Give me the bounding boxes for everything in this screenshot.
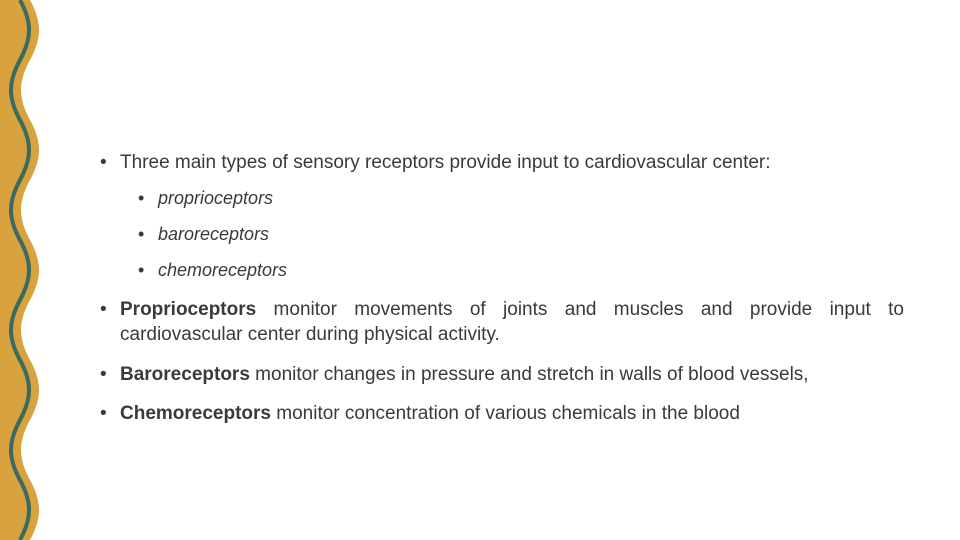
bullet-lead: Proprioceptors — [120, 299, 256, 320]
bullet-list: Three main types of sensory receptors pr… — [96, 150, 904, 427]
sub-bullet-text: proprioceptors — [158, 188, 273, 208]
bullet-rest: monitor changes in pressure and stretch … — [250, 364, 809, 385]
list-item: Proprioceptors monitor movements of join… — [96, 297, 904, 348]
list-item: Chemoreceptors monitor concentration of … — [96, 401, 904, 427]
list-item: Three main types of sensory receptors pr… — [96, 150, 904, 283]
list-item: Baroreceptors monitor changes in pressur… — [96, 362, 904, 388]
slide: Three main types of sensory receptors pr… — [0, 0, 960, 540]
sub-bullet-text: chemoreceptors — [158, 260, 287, 280]
bullet-text: Three main types of sensory receptors pr… — [120, 152, 771, 173]
sub-bullet-list: proprioceptors baroreceptors chemorecept… — [120, 186, 904, 283]
list-item: proprioceptors — [120, 186, 904, 210]
wave-border-svg — [0, 0, 46, 540]
wave-shape — [0, 0, 39, 540]
content-area: Three main types of sensory receptors pr… — [96, 150, 904, 441]
sub-bullet-text: baroreceptors — [158, 224, 269, 244]
bullet-rest: monitor concentration of various chemica… — [271, 403, 740, 424]
bullet-lead: Baroreceptors — [120, 364, 250, 385]
bullet-lead: Chemoreceptors — [120, 403, 271, 424]
list-item: baroreceptors — [120, 222, 904, 246]
left-decorative-border — [0, 0, 46, 540]
list-item: chemoreceptors — [120, 258, 904, 282]
